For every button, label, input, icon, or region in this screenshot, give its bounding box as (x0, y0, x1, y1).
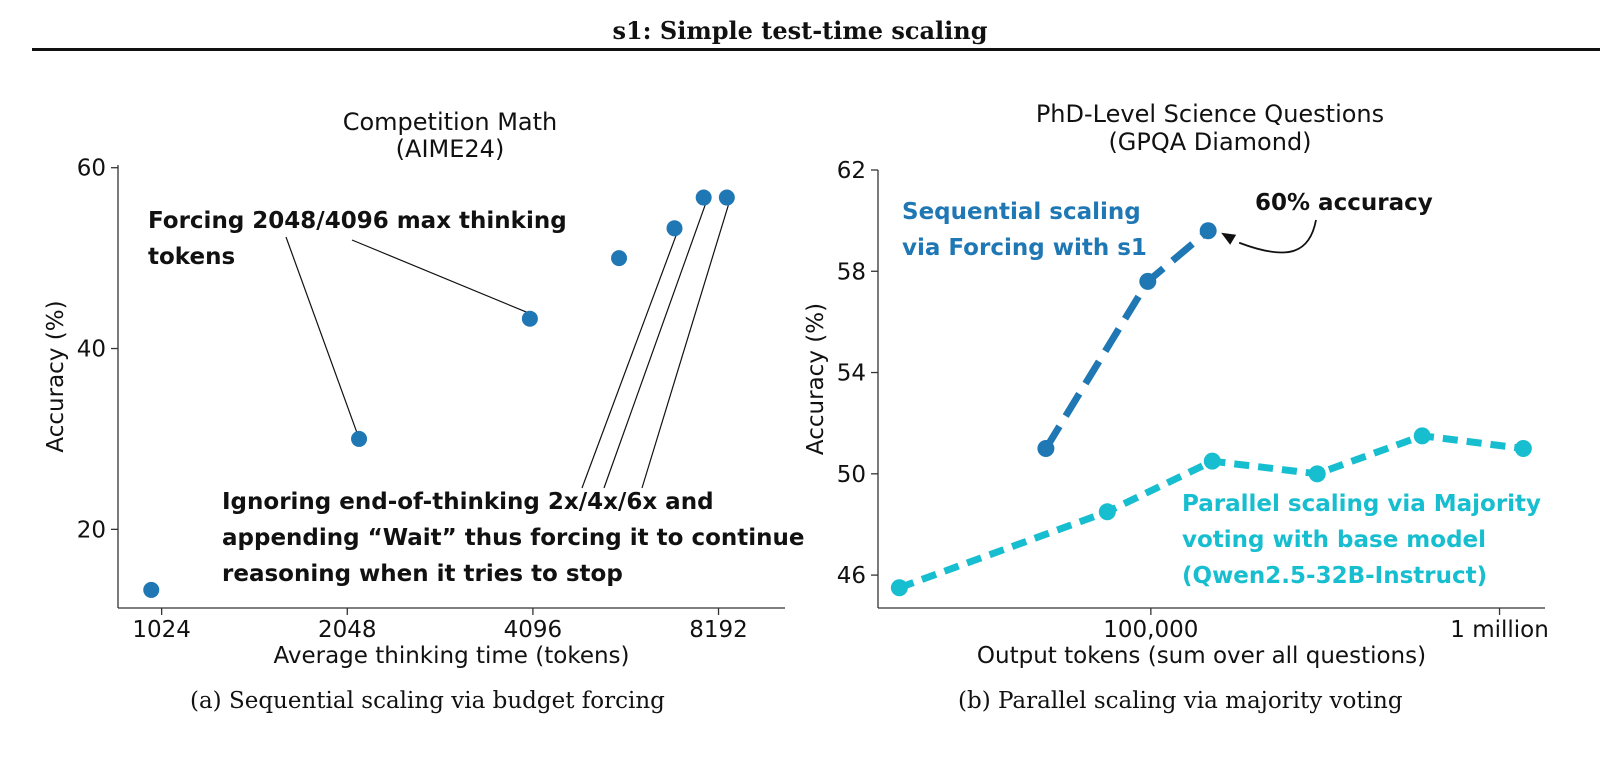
chart-b-annotation-60-arrow (1238, 219, 1317, 254)
chart-b-title: PhD-Level Science Questions (1036, 100, 1384, 128)
chart-b-series-2-label: voting with base model (1182, 527, 1486, 553)
chart-a-point (611, 250, 628, 267)
chart-a-annotation-forcing-leader (285, 236, 358, 434)
chart-a-y-tick-label: 60 (77, 156, 106, 182)
chart-b-series-1-label: Sequential scaling (902, 199, 1141, 225)
chart-b-series-2-point (890, 579, 908, 597)
chart-a-annotation-wait-leader (641, 203, 730, 489)
chart-a-x-axis-label: Average thinking time (tokens) (273, 643, 629, 669)
chart-a-x-tick-label: 8192 (689, 617, 748, 643)
chart-b-subtitle: (GPQA Diamond) (1108, 128, 1311, 156)
chart-a-point (351, 430, 368, 447)
chart-a-point (521, 310, 538, 327)
chart-b-series-1-point (1139, 272, 1157, 290)
chart-b-series-2-point (1413, 427, 1431, 445)
chart-b-y-tick-label: 50 (837, 462, 866, 488)
chart-b-series-2-label: (Qwen2.5-32B-Instruct) (1182, 563, 1487, 589)
chart-a-annotation-wait-leader (603, 203, 707, 489)
chart-a-point (143, 581, 160, 598)
chart-a-annotation-wait-line: appending “Wait” thus forcing it to cont… (222, 525, 804, 551)
chart-a-title: Competition Math (343, 108, 558, 136)
chart-b-series-2-point (1308, 465, 1326, 483)
chart-b-series-2-label: Parallel scaling via Majority (1182, 491, 1541, 517)
chart-b-series-1-point (1037, 439, 1055, 457)
chart-b-y-tick-label: 62 (837, 158, 866, 184)
chart-b-series-1-label: via Forcing with s1 (902, 235, 1147, 261)
chart-a-y-tick-label: 40 (77, 337, 106, 363)
chart-a-subtitle: (AIME24) (396, 135, 505, 163)
chart-a-point (718, 189, 735, 206)
chart-a-x-tick-label: 4096 (504, 617, 563, 643)
chart-a-x-tick-label: 1024 (132, 617, 191, 643)
chart-a-annotation-forcing-line: tokens (148, 244, 235, 270)
chart-b-series-1-line (1042, 228, 1211, 451)
chart-b-series-2-line (898, 432, 1524, 591)
caption-a: (a) Sequential scaling via budget forcin… (190, 688, 665, 714)
chart-b-x-tick-label: 100,000 (1103, 617, 1198, 643)
chart-b-series-2-point (1098, 503, 1116, 521)
caption-b: (b) Parallel scaling via majority voting (958, 688, 1403, 714)
chart-a-annotation-wait-line: reasoning when it tries to stop (222, 561, 623, 587)
chart-a-point (695, 189, 712, 206)
chart-a-annotation-wait-leader (581, 234, 678, 489)
chart-b-annotation-60-arrowhead (1221, 232, 1237, 245)
running-title: s1: Simple test-time scaling (612, 16, 988, 45)
chart-b-x-tick-label: 1 million (1450, 617, 1549, 643)
chart-a-y-axis-label: Accuracy (%) (43, 300, 69, 452)
chart-a-point (666, 220, 683, 237)
chart-a-x-tick-label: 2048 (318, 617, 377, 643)
chart-b-y-tick-label: 58 (837, 259, 866, 285)
header-rule (32, 48, 1600, 51)
chart-a-annotation-wait-line: Ignoring end-of-thinking 2x/4x/6x and (222, 489, 714, 515)
chart-b-y-tick-label: 46 (837, 563, 866, 589)
chart-b-series-2-point (1203, 452, 1221, 470)
chart-a-y-tick-label: 20 (77, 517, 106, 543)
chart-a-annotation-forcing-line: Forcing 2048/4096 max thinking (148, 208, 567, 234)
chart-b-series-2-point (1514, 439, 1532, 457)
chart-a-annotation-forcing-leader (351, 239, 529, 314)
chart-b-y-axis-label: Accuracy (%) (803, 303, 829, 455)
chart-b-x-axis-label: Output tokens (sum over all questions) (977, 643, 1426, 669)
page-header: s1: Simple test-time scaling (0, 0, 1600, 52)
chart-b-y-tick-label: 54 (837, 361, 866, 387)
chart-b-annotation-60-text: 60% accuracy (1255, 190, 1433, 216)
chart-b-series-1-point (1199, 222, 1217, 240)
